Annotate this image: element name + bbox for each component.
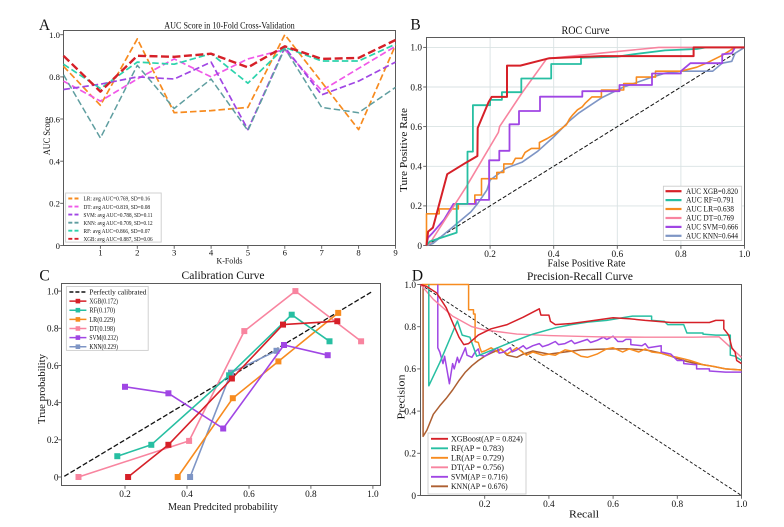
svg-text:Precision-Recall Curve: Precision-Recall Curve <box>527 270 633 283</box>
svg-text:1.0: 1.0 <box>404 281 416 291</box>
svg-text:0.8: 0.8 <box>410 83 422 93</box>
svg-text:0.8: 0.8 <box>49 72 61 82</box>
svg-text:XGB: avg AUC=0.887, SD=0.06: XGB: avg AUC=0.887, SD=0.06 <box>84 236 154 243</box>
svg-text:LR(0.229): LR(0.229) <box>89 316 115 324</box>
svg-text:9: 9 <box>393 247 397 257</box>
svg-text:C: C <box>39 268 49 285</box>
svg-text:0.4: 0.4 <box>404 407 416 417</box>
svg-text:1.0: 1.0 <box>47 287 59 297</box>
svg-text:8: 8 <box>356 247 361 257</box>
svg-text:0.2: 0.2 <box>484 250 496 260</box>
svg-text:0.4: 0.4 <box>47 399 59 409</box>
svg-text:Calibration Curve: Calibration Curve <box>182 268 265 282</box>
svg-text:0: 0 <box>417 242 422 252</box>
svg-text:1.0: 1.0 <box>410 44 422 54</box>
svg-text:RF: avg AUC=0.866, SD=0.07: RF: avg AUC=0.866, SD=0.07 <box>84 228 151 235</box>
svg-text:ROC Curve: ROC Curve <box>562 24 610 37</box>
svg-text:RF(AP = 0.783): RF(AP = 0.783) <box>451 443 504 453</box>
svg-text:AUC LR=0.638: AUC LR=0.638 <box>686 205 734 214</box>
svg-text:0.4: 0.4 <box>410 163 422 173</box>
svg-text:Recall: Recall <box>569 509 599 521</box>
svg-text:DT(0.198): DT(0.198) <box>89 325 115 333</box>
svg-text:6: 6 <box>283 247 288 257</box>
svg-text:1.0: 1.0 <box>736 500 748 510</box>
svg-text:0.2: 0.2 <box>404 450 416 460</box>
svg-text:5: 5 <box>246 247 250 257</box>
svg-text:DT(AP = 0.756): DT(AP = 0.756) <box>451 462 504 472</box>
svg-text:0: 0 <box>411 492 416 502</box>
svg-text:KNN(0.229): KNN(0.229) <box>89 343 118 351</box>
svg-text:True probability: True probability <box>37 353 48 424</box>
svg-text:AUC Score in 10-Fold Cross-Val: AUC Score in 10-Fold Cross-Validation <box>164 21 295 31</box>
svg-text:KNN(AP = 0.676): KNN(AP = 0.676) <box>451 481 508 491</box>
svg-text:0.6: 0.6 <box>47 362 59 372</box>
svg-text:2: 2 <box>135 247 139 257</box>
svg-text:0.4: 0.4 <box>49 157 61 167</box>
svg-text:SVM: avg AUC=0.788, SD=0.11: SVM: avg AUC=0.788, SD=0.11 <box>84 212 153 219</box>
svg-text:1.0: 1.0 <box>367 490 379 500</box>
svg-text:0.8: 0.8 <box>404 323 416 333</box>
svg-text:A: A <box>39 17 51 34</box>
svg-text:0.4: 0.4 <box>181 490 193 500</box>
svg-text:0.2: 0.2 <box>49 199 60 209</box>
svg-text:KNN: avg AUC=0.709, SD=0.12: KNN: avg AUC=0.709, SD=0.12 <box>84 220 153 227</box>
svg-text:SVM(0.232): SVM(0.232) <box>89 334 118 342</box>
svg-text:0.2: 0.2 <box>410 202 422 212</box>
svg-text:SVM(AP = 0.716): SVM(AP = 0.716) <box>451 472 508 482</box>
svg-text:Perfectly calibrated: Perfectly calibrated <box>89 288 146 296</box>
svg-text:0.4: 0.4 <box>543 500 555 510</box>
svg-text:0.6: 0.6 <box>410 123 422 133</box>
svg-text:AUC Score: AUC Score <box>42 117 52 156</box>
svg-text:AUC SVM=0.666: AUC SVM=0.666 <box>686 223 738 232</box>
svg-text:Precision: Precision <box>395 374 407 420</box>
svg-text:1.0: 1.0 <box>49 30 61 40</box>
svg-text:0: 0 <box>54 473 59 483</box>
svg-text:0.8: 0.8 <box>47 325 59 335</box>
svg-text:0.6: 0.6 <box>607 500 619 510</box>
svg-text:AUC KNN=0.644: AUC KNN=0.644 <box>686 231 738 240</box>
svg-text:0.6: 0.6 <box>49 114 61 124</box>
svg-text:0.8: 0.8 <box>305 490 317 500</box>
svg-text:0.2: 0.2 <box>47 436 59 446</box>
svg-text:AUC DT=0.769: AUC DT=0.769 <box>686 214 734 223</box>
svg-text:Ture Positive Rate: Ture Positive Rate <box>398 108 410 192</box>
svg-text:False Positive Rate: False Positive Rate <box>548 257 626 269</box>
svg-text:D: D <box>412 268 423 285</box>
svg-text:1: 1 <box>98 247 102 257</box>
svg-text:0: 0 <box>56 241 61 251</box>
svg-text:XGB(0.172): XGB(0.172) <box>89 298 118 306</box>
svg-text:DT: avg AUC=0.819, SD=0.08: DT: avg AUC=0.819, SD=0.08 <box>84 204 151 211</box>
svg-text:XGBoost(AP = 0.824): XGBoost(AP = 0.824) <box>451 434 523 444</box>
svg-text:0.6: 0.6 <box>404 365 416 375</box>
svg-text:AUC XGB=0.820: AUC XGB=0.820 <box>686 187 738 196</box>
svg-text:3: 3 <box>172 247 176 257</box>
svg-text:0.4: 0.4 <box>548 250 560 260</box>
svg-text:LR(AP = 0.729): LR(AP = 0.729) <box>451 453 504 463</box>
svg-text:0.2: 0.2 <box>119 490 131 500</box>
svg-text:B: B <box>410 17 420 34</box>
svg-text:7: 7 <box>320 247 325 257</box>
svg-text:0.2: 0.2 <box>479 500 491 510</box>
svg-text:LR: avg AUC=0.769, SD=0.16: LR: avg AUC=0.769, SD=0.16 <box>84 196 151 203</box>
svg-text:Mean Predcited probability: Mean Predcited probability <box>168 502 279 513</box>
svg-text:0.8: 0.8 <box>675 250 687 260</box>
svg-text:0.8: 0.8 <box>671 500 683 510</box>
svg-text:AUC RF=0.791: AUC RF=0.791 <box>686 196 734 205</box>
svg-text:0.6: 0.6 <box>243 490 255 500</box>
svg-text:0.6: 0.6 <box>611 250 623 260</box>
svg-text:4: 4 <box>209 247 214 257</box>
svg-text:RF(0.170): RF(0.170) <box>89 307 115 315</box>
svg-text:1.0: 1.0 <box>739 250 751 260</box>
svg-text:K-Folds: K-Folds <box>217 256 244 266</box>
